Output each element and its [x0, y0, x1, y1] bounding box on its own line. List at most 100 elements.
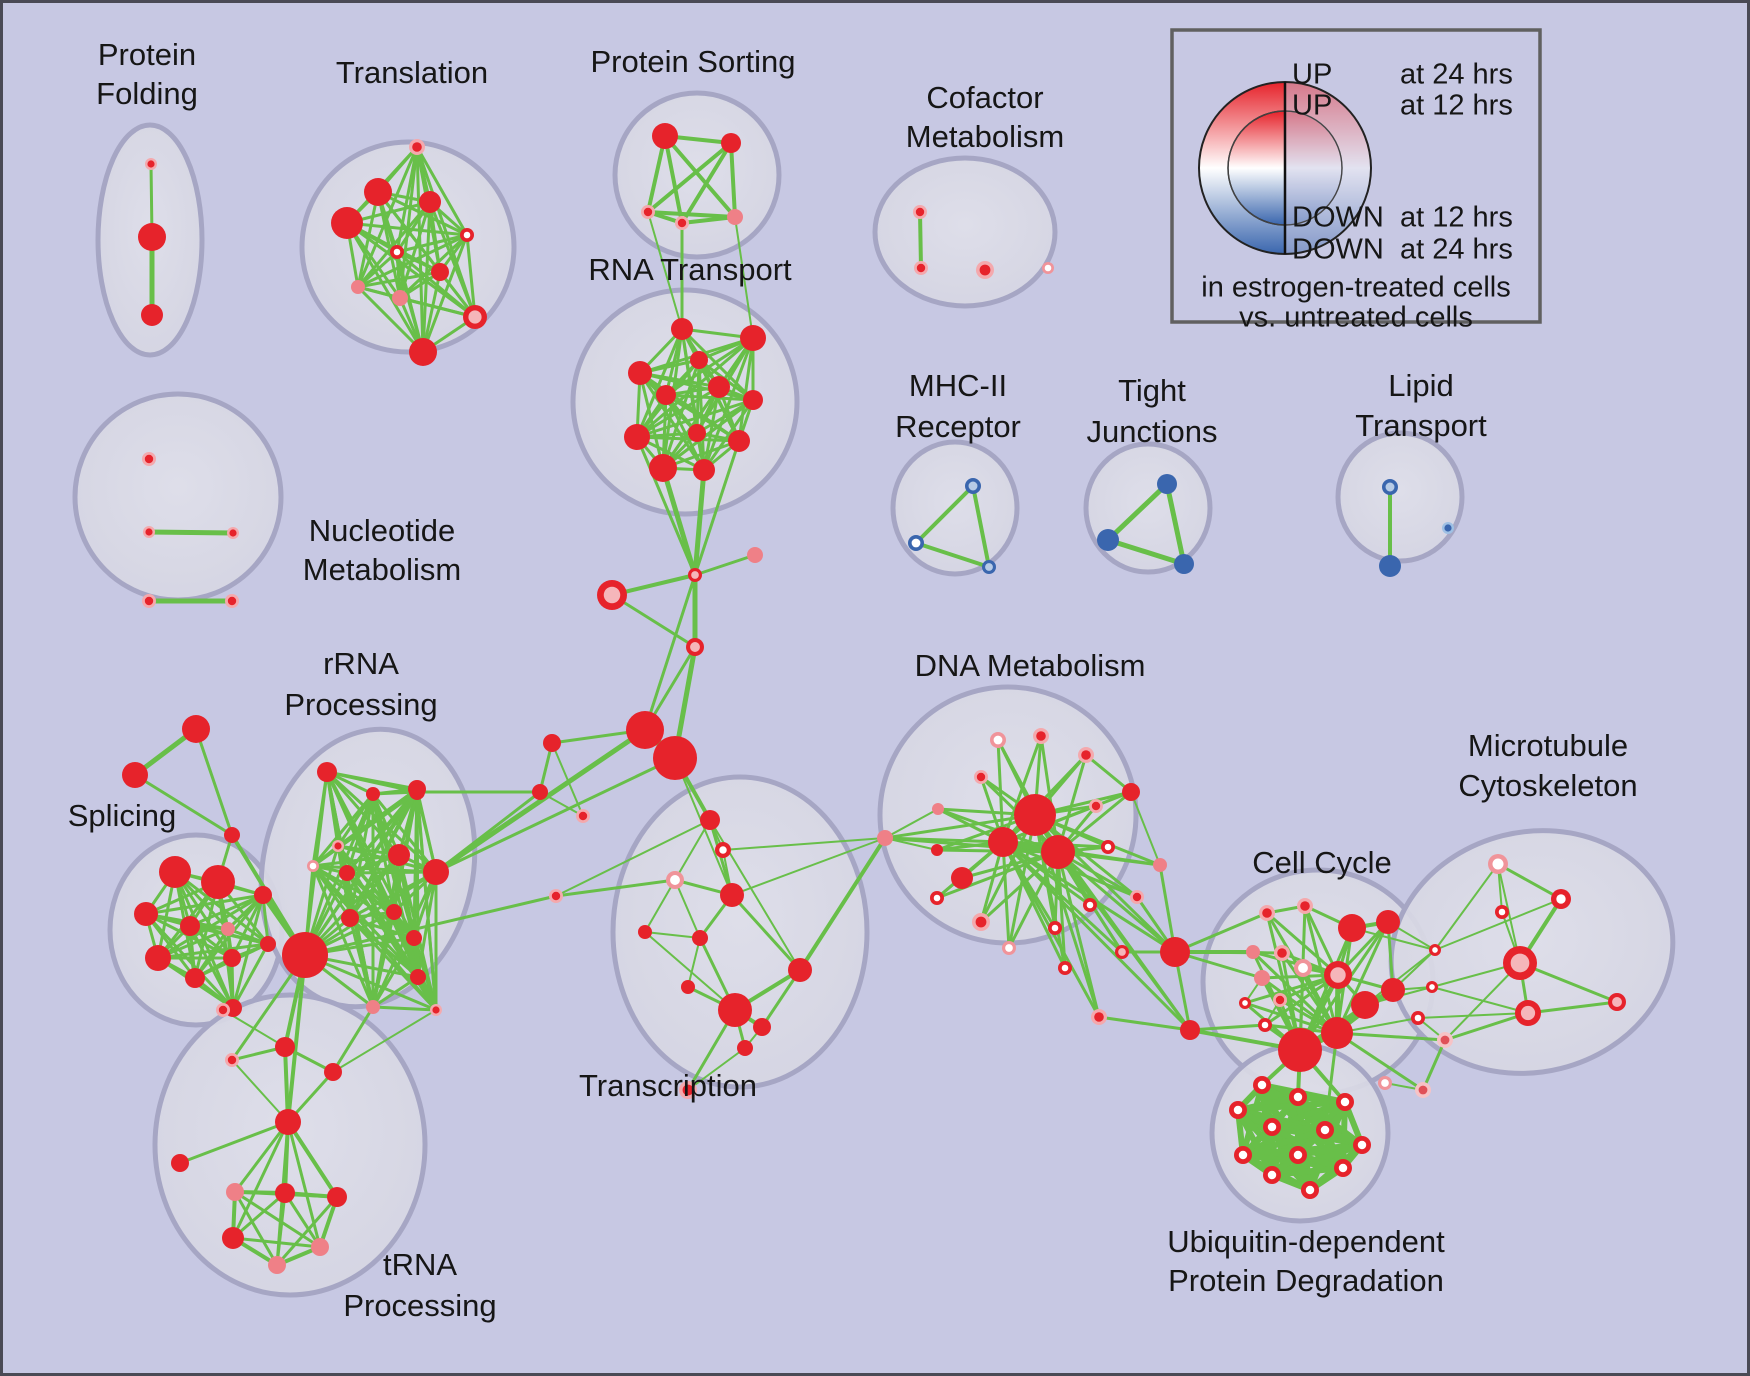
edge-link-chain-rrna: [433, 727, 648, 875]
cluster-label-line: Protein Sorting: [590, 44, 795, 79]
cluster-label-ubiquitin: Ubiquitin-dependent Protein Degradation: [1167, 1224, 1445, 1298]
legend-time-0: at 24 hrs: [1400, 59, 1513, 91]
legend-time-1: at 12 hrs: [1400, 90, 1513, 122]
node-chain-center: [691, 571, 699, 579]
node-chain: [122, 762, 148, 788]
edge-splicing: [231, 942, 270, 1010]
edge-rrna: [371, 790, 419, 1009]
node-ubiquitin-center: [1340, 1097, 1350, 1107]
edge-link-cellcycle-ubiquitin: [1323, 1031, 1339, 1132]
edge-microtubule: [1496, 862, 1563, 901]
edge-link-dna-cellcycle: [1188, 1023, 1267, 1032]
edge-dna: [1056, 850, 1177, 954]
node-dna-center: [1051, 924, 1059, 932]
node-ubiquitin-center: [1238, 1150, 1248, 1160]
cluster-label-line: Metabolism: [906, 119, 1065, 154]
node-rrna: [339, 865, 355, 881]
edge-link-rna-chain: [693, 439, 741, 577]
node-trna: [275, 1037, 295, 1057]
node-cofactor-center: [915, 207, 925, 217]
edge-rrna: [415, 790, 420, 979]
edge-rrna: [345, 871, 420, 979]
node-transcription: [700, 810, 720, 830]
node-cellcycle: [1278, 1028, 1322, 1072]
edge-link-cellcycle-microtubule: [1335, 1031, 1447, 1042]
edge-link-transcription-dna: [798, 836, 887, 972]
edge-link-sorting-rna: [647, 211, 683, 330]
edge-translation: [356, 200, 432, 289]
node-cellcycle-center: [1277, 948, 1287, 958]
node-ubiquitin-center: [1257, 1080, 1267, 1090]
edge-sorting: [680, 215, 737, 225]
edge-splicing: [231, 893, 265, 1010]
node-sorting: [652, 123, 678, 149]
node-cellcycle: [1338, 914, 1366, 942]
cluster-label-line: Splicing: [68, 798, 177, 833]
node-microtubule-center: [1418, 1085, 1428, 1095]
node-cellcycle: [1376, 910, 1400, 934]
cluster-label-nucleotide: Nucleotide Metabolism: [303, 513, 462, 587]
node-transcription: [788, 958, 812, 982]
edge-link-transcription-dna: [722, 837, 886, 851]
edge-transcription: [730, 893, 802, 972]
node-chain-center: [578, 811, 588, 821]
edge-sorting: [646, 141, 733, 214]
node-rrna: [341, 909, 359, 927]
edge-rrna: [303, 792, 375, 957]
node-rna: [743, 390, 763, 410]
edge-trna: [231, 1236, 322, 1249]
edge-splicing: [144, 893, 265, 916]
node-rrna: [317, 762, 337, 782]
edge-transcription: [644, 931, 701, 939]
node-sorting: [727, 209, 743, 225]
node-chain: [543, 734, 561, 752]
node-sorting: [721, 133, 741, 153]
node-rna: [708, 376, 730, 398]
node-ubiquitin-center: [1267, 1122, 1277, 1132]
node-cellcycle: [1254, 970, 1270, 986]
edge-rna: [702, 336, 755, 472]
node-rrna-center: [432, 1006, 440, 1014]
node-dna: [932, 803, 944, 815]
edge-dna: [1130, 791, 1161, 866]
cluster-label-line: Receptor: [895, 409, 1021, 444]
legend-box: [1170, 28, 1542, 324]
edge-link-dna-cellcycle: [1173, 911, 1269, 954]
node-trna: [226, 1183, 244, 1201]
node-nucleotide-center: [144, 454, 154, 464]
edge-rrna: [303, 790, 419, 957]
edge-sorting: [663, 134, 684, 225]
edge-link-rna-chain: [635, 435, 697, 577]
node-chain-center: [603, 586, 621, 604]
cluster-label-line: DNA Metabolism: [915, 648, 1146, 683]
edge-translation: [345, 221, 469, 237]
edge-trna: [233, 1190, 322, 1249]
edge-translation: [356, 145, 419, 289]
legend-time-2: at 12 hrs: [1400, 202, 1513, 234]
node-chain: [182, 715, 210, 743]
edge-microtubule: [1417, 1012, 1529, 1019]
edge-link-cellcycle-microtubule: [1335, 1031, 1425, 1092]
node-dna-center: [975, 916, 987, 928]
network-nodes: [122, 123, 1626, 1274]
cluster-label-line: MHC-II: [909, 368, 1007, 403]
cluster-label-line: Nucleotide: [309, 513, 455, 548]
edge-microtubule: [1421, 1038, 1447, 1092]
edge-chain: [610, 593, 697, 649]
node-rna: [656, 385, 676, 405]
node-translation-center: [468, 310, 482, 324]
cluster-label-transcription: Transcription: [579, 1068, 757, 1103]
cluster-label-line: Transport: [1355, 408, 1487, 443]
node-microtubule-center: [1381, 1079, 1389, 1087]
edge-cofactor: [918, 210, 923, 270]
node-sorting-center: [643, 207, 653, 217]
cluster-label-trna: tRNA Processing: [343, 1247, 496, 1323]
node-rrna-center: [309, 862, 317, 870]
node-dna: [1153, 858, 1167, 872]
cluster-label-lipid: Lipid Transport: [1355, 368, 1487, 443]
cluster-label-line: Protein: [98, 37, 196, 72]
edge-link-cellcycle-microtubule: [1351, 927, 1436, 951]
edge-rrna: [348, 870, 438, 920]
edge-link-chain-rrna: [434, 790, 542, 874]
node-ubiquitin-center: [1338, 1163, 1348, 1173]
